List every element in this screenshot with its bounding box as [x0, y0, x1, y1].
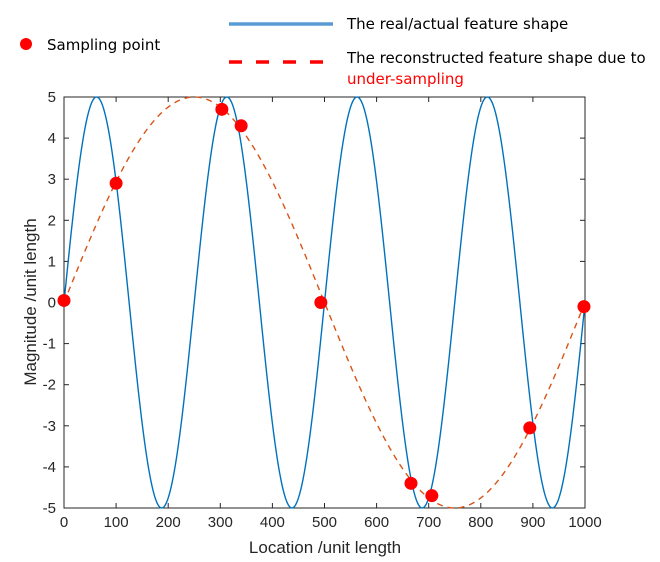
y-tick-label: -1: [43, 336, 56, 353]
legend-reconstructed-label-cont: under-sampling: [347, 70, 464, 88]
sampling-point: [109, 176, 123, 190]
sampling-point: [425, 489, 439, 503]
x-tick-label: 300: [208, 514, 233, 531]
sampling-point: [577, 300, 591, 314]
sampling-point: [523, 421, 537, 435]
legend-real-shape-label: The real/actual feature shape: [346, 15, 568, 33]
y-tick-label: 4: [48, 130, 56, 147]
sampling-points: [57, 102, 591, 503]
plot-area: 0 100 200 300 400 500 600 700 800 900 1000 -5 -4 -3 -2…: [43, 89, 602, 531]
y-tick-label: -4: [43, 459, 56, 476]
x-tick-label: 700: [416, 514, 441, 531]
legend-sampling-point-marker: [20, 38, 32, 50]
x-tick-label: 600: [364, 514, 389, 531]
y-tick-label: 1: [48, 253, 56, 270]
x-tick-label: 100: [104, 514, 129, 531]
reconstructed-feature-curve: [63, 96, 586, 509]
x-tick-label: 900: [520, 514, 545, 531]
legend: Sampling point The real/actual feature s…: [20, 15, 646, 88]
y-tick-label: -5: [43, 500, 56, 517]
sampling-point: [215, 102, 229, 116]
y-axis-label: Magnitude /unit length: [21, 218, 40, 385]
sampling-point: [404, 476, 418, 490]
x-tick-label: 1000: [568, 514, 601, 531]
x-tick-label: 500: [312, 514, 337, 531]
y-tick-label: 2: [48, 212, 56, 229]
y-tick-label: 5: [48, 89, 56, 106]
x-tick-label: 400: [260, 514, 285, 531]
x-axis-label: Location /unit length: [249, 538, 401, 557]
y-tick-label: 0: [48, 295, 56, 312]
y-tick-label: -3: [43, 418, 56, 435]
x-tick-label: 0: [60, 514, 68, 531]
legend-reconstructed-label: The reconstructed feature shape due to: [346, 49, 646, 67]
y-tick-label: 3: [48, 171, 56, 188]
y-tick-label: -2: [43, 377, 56, 394]
legend-sampling-point-label: Sampling point: [47, 36, 160, 54]
sampling-point: [234, 119, 248, 133]
x-tick-label: 800: [468, 514, 493, 531]
sampling-point: [314, 296, 328, 309]
x-tick-label: 200: [156, 514, 181, 531]
sampling-point: [57, 293, 71, 307]
axis-tick-labels: 0 100 200 300 400 500 600 700 800 900 1000 -5 -4 -3 -2…: [43, 89, 602, 531]
